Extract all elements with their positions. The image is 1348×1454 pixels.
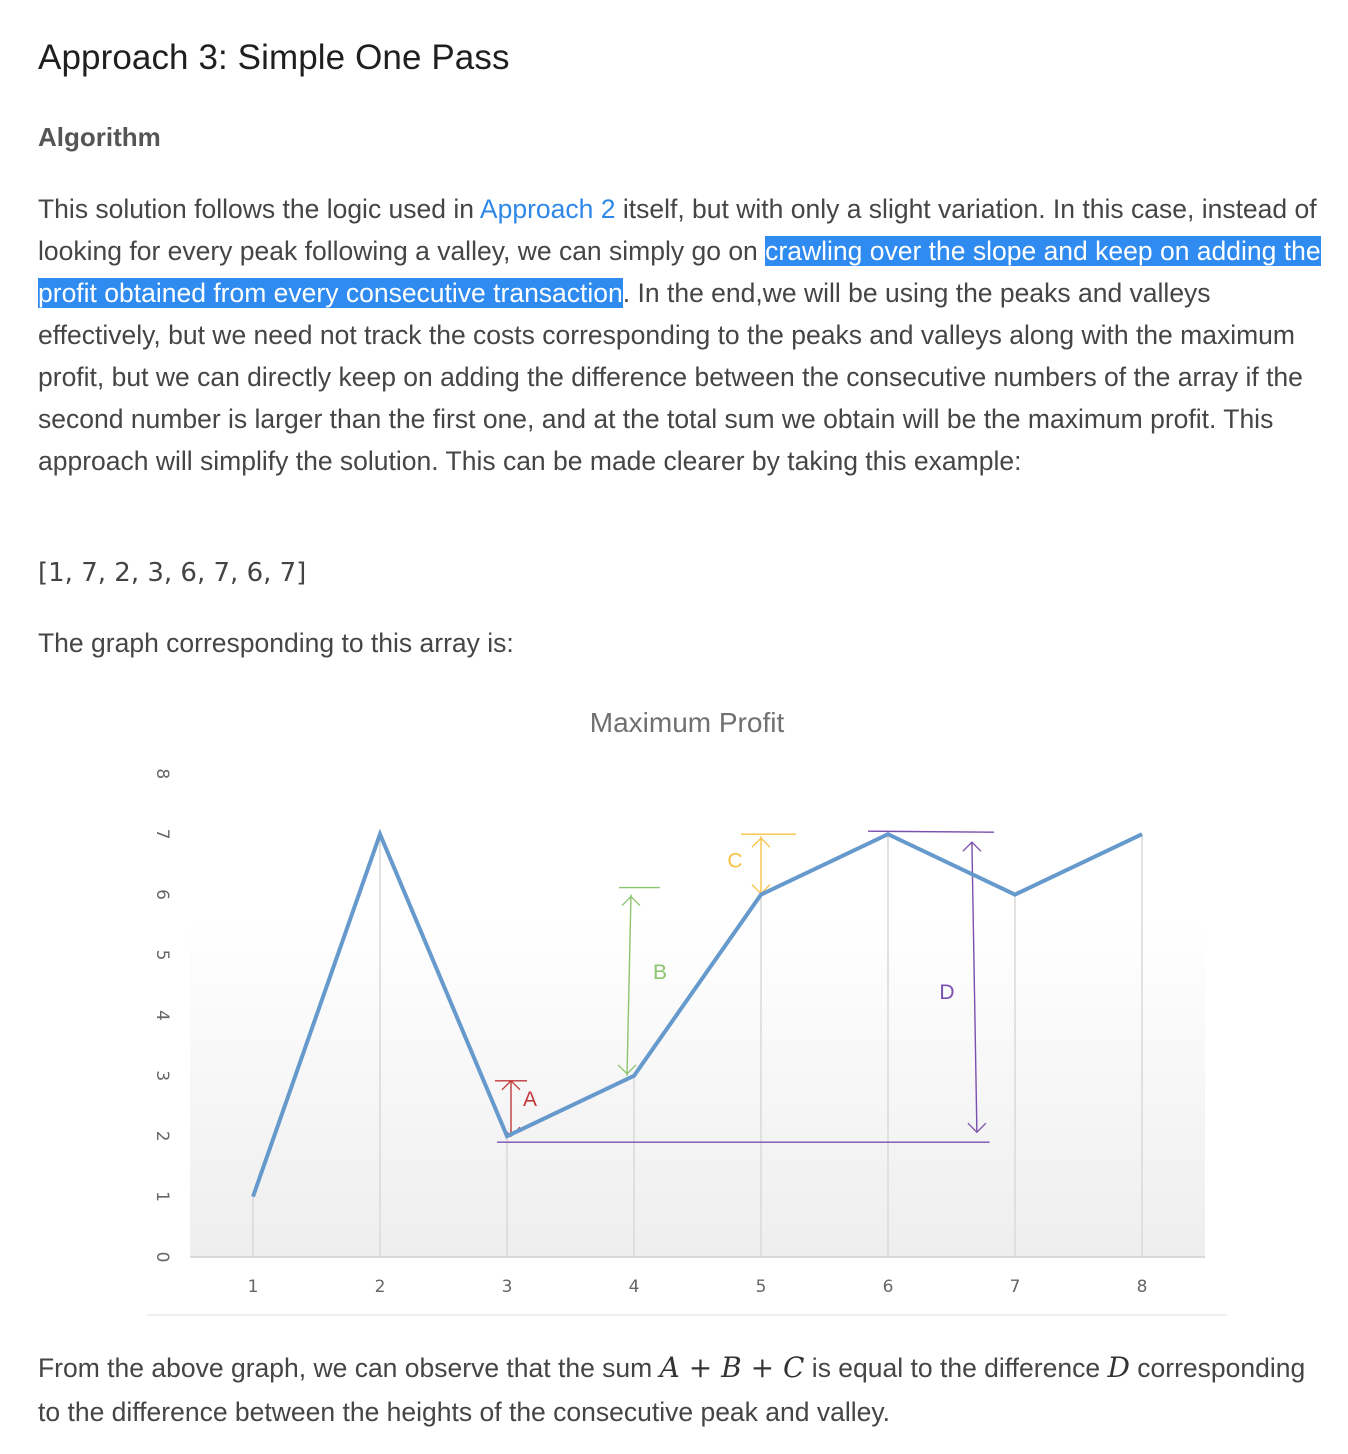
annotation-b-arrowhead bbox=[617, 1064, 637, 1075]
example-array: [1, 7, 2, 3, 6, 7, 6, 7] bbox=[38, 558, 307, 588]
plot-background bbox=[190, 918, 1205, 1257]
y-tick-label: 5 bbox=[152, 950, 172, 961]
chart-title: Maximum Profit bbox=[590, 707, 785, 738]
x-tick-label: 6 bbox=[883, 1277, 894, 1297]
approach-2-link[interactable]: Approach 2 bbox=[479, 194, 616, 224]
annotation-label-d: D bbox=[939, 981, 954, 1004]
series-line bbox=[251, 828, 1143, 1198]
math-plus: + bbox=[688, 1351, 713, 1384]
annotation-label-b: B bbox=[653, 961, 667, 984]
chart-svg: Maximum Profit 0 1 2 3 4 5 6 7 8 1 2 3 4 5 6 7 8 A B C D bbox=[147, 707, 1227, 1316]
paragraph-text: itself, but with only a slight variation… bbox=[38, 194, 1317, 266]
annotation-d-line bbox=[971, 842, 978, 1133]
x-tick-label: 3 bbox=[502, 1277, 513, 1297]
y-tick-label: 7 bbox=[152, 829, 172, 840]
annotation-label-a: A bbox=[523, 1088, 537, 1111]
graph-intro: The graph corresponding to this array is… bbox=[38, 628, 514, 658]
x-tick-label: 2 bbox=[375, 1277, 386, 1297]
annotation-c-arrowhead bbox=[751, 837, 771, 848]
y-tick-label: 3 bbox=[152, 1070, 172, 1081]
annotation-d-arrowhead bbox=[967, 1122, 987, 1134]
x-tick-label: 5 bbox=[756, 1277, 767, 1297]
paragraph-text: corresponding to the difference between … bbox=[38, 1353, 1306, 1427]
paragraph-text: This solution follows the logic used in bbox=[38, 194, 480, 224]
annotation-d-top-cap bbox=[867, 830, 995, 833]
annotation-b-line bbox=[626, 894, 632, 1076]
math-plus: + bbox=[750, 1351, 775, 1384]
y-tick-label: 0 bbox=[152, 1252, 172, 1263]
y-tick-label: 8 bbox=[152, 768, 172, 779]
math-var-b: B bbox=[721, 1351, 742, 1384]
x-tick-label: 8 bbox=[1137, 1277, 1148, 1297]
x-tick-label: 7 bbox=[1010, 1277, 1021, 1297]
paragraph-conclusion: From the above graph, we can observe tha… bbox=[38, 1346, 1330, 1434]
y-tick-label: 4 bbox=[152, 1010, 172, 1021]
y-tick-label: 6 bbox=[152, 889, 172, 900]
page-title: Approach 3: Simple One Pass bbox=[38, 38, 510, 77]
x-tick-label: 1 bbox=[248, 1277, 259, 1297]
math-var-c: C bbox=[783, 1351, 805, 1384]
y-tick-label: 1 bbox=[152, 1191, 172, 1202]
math-var-d: D bbox=[1107, 1351, 1130, 1384]
math-expression-sum: A + B + C bbox=[660, 1351, 805, 1384]
annotation-d-arrowhead bbox=[962, 841, 982, 852]
annotation-label-c: C bbox=[727, 849, 742, 872]
section-subheading: Algorithm bbox=[38, 122, 161, 152]
x-tick-label: 4 bbox=[629, 1277, 640, 1297]
annotation-a-arrowhead bbox=[501, 1079, 521, 1091]
paragraph-explanation: This solution follows the logic used in … bbox=[38, 188, 1330, 482]
paragraph-text: From the above graph, we can observe tha… bbox=[38, 1353, 660, 1383]
math-var-a: A bbox=[659, 1351, 680, 1384]
paragraph-text: . In the end,we will be using the peaks … bbox=[38, 278, 1303, 476]
annotation-b-arrowhead bbox=[621, 895, 641, 907]
paragraph-text: is equal to the difference bbox=[804, 1353, 1108, 1383]
y-tick-label: 2 bbox=[152, 1131, 172, 1142]
maximum-profit-chart: Maximum Profit 0 1 2 3 4 5 6 7 8 1 2 3 4 5 6 7 8 A B C D bbox=[100, 690, 1230, 1320]
